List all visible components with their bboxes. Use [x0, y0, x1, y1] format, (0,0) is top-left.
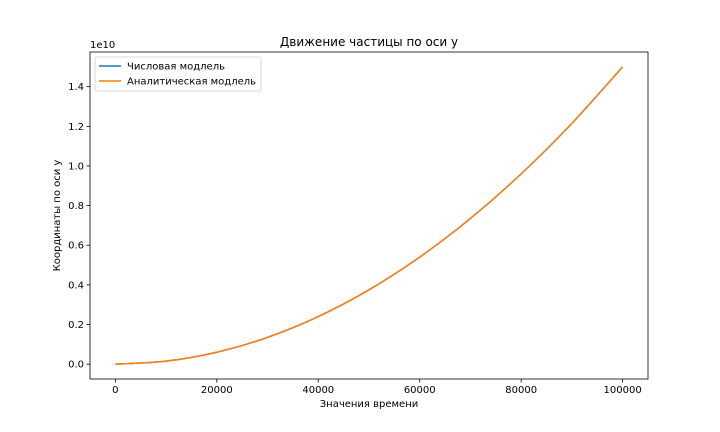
series-layer: [115, 66, 624, 365]
x-ticks: 0 20000 40000 60000 80000 100000: [112, 379, 642, 396]
y-tick-label: 0.2: [68, 320, 84, 331]
y-tick-label: 0.0: [68, 360, 84, 371]
series-line-analytic: [115, 66, 624, 365]
x-tick-label: 20000: [201, 385, 233, 396]
y-axis-label: Координаты по оси y: [52, 160, 63, 272]
legend-label-analytic: Аналитическая модлель: [127, 77, 256, 88]
chart-title: Движение частицы по оси y: [280, 35, 458, 49]
y-offset-text: 1e10: [90, 40, 115, 51]
plot-frame: [89, 51, 649, 380]
y-tick-label: 1.2: [68, 122, 84, 133]
x-tick-label: 60000: [404, 385, 436, 396]
x-tick-label: 0: [112, 385, 118, 396]
x-tick-label: 100000: [604, 385, 642, 396]
legend-box: [94, 56, 262, 92]
y-tick-label: 1.0: [68, 161, 84, 172]
y-ticks: 0.0 0.2 0.4 0.6 0.8 1.0 1.2 1.4: [68, 82, 90, 371]
legend-label-numeric: Числовая модлель: [127, 62, 225, 73]
y-tick-label: 0.8: [68, 201, 84, 212]
y-tick-label: 0.4: [68, 280, 84, 291]
x-axis-label: Значения времени: [320, 399, 419, 410]
y-tick-label: 1.4: [68, 82, 84, 93]
y-tick-label: 0.6: [68, 241, 84, 252]
x-tick-label: 80000: [505, 385, 537, 396]
x-tick-label: 40000: [302, 385, 334, 396]
legend: Числовая модлель Аналитическая модлель: [94, 56, 262, 92]
